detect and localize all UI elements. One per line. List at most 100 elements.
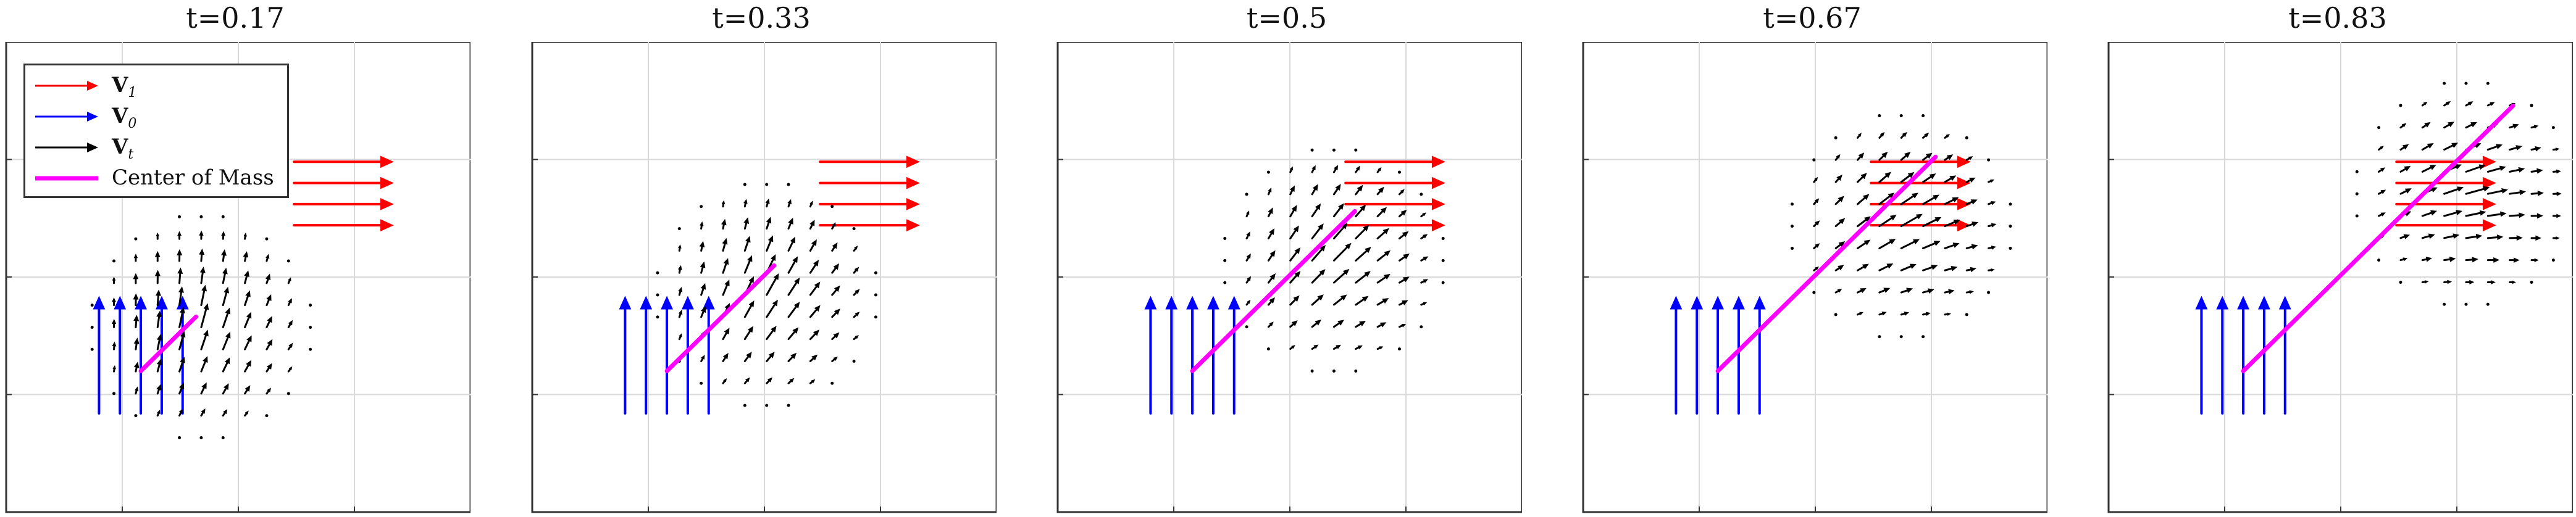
vt-arrow — [1965, 156, 1973, 161]
vt-arrow — [2486, 188, 2508, 195]
vt-arrow — [2421, 165, 2436, 173]
vt-arrow — [852, 359, 856, 363]
vt-arrow — [1397, 347, 1401, 351]
vt-arrow — [1834, 136, 1838, 139]
vt-arrow — [2443, 143, 2459, 151]
vt-arrow — [1988, 223, 1997, 228]
vt-arrow — [1944, 312, 1952, 316]
legend-label-v1: V1 — [112, 73, 137, 101]
vt-arrow — [1965, 267, 1976, 273]
vt-arrow — [787, 403, 790, 407]
vt-arrow — [1922, 312, 1931, 316]
vt-arrow — [1332, 203, 1344, 218]
vt-arrow — [1922, 152, 1933, 161]
vt-arrow — [1944, 175, 1957, 183]
vt-arrow — [1376, 250, 1391, 262]
vt-arrow — [2486, 165, 2506, 173]
vt-arrow — [1899, 335, 1903, 339]
subplot-1: t=0.17 V1 V0 — [0, 0, 470, 517]
vt-arrow — [787, 217, 793, 230]
vt-arrow — [135, 386, 139, 395]
vt-arrow — [244, 335, 252, 350]
vt-arrow — [1944, 134, 1951, 139]
vt-arrow — [2009, 225, 2012, 228]
vt-arrow — [1900, 192, 1918, 205]
vt-arrow — [1355, 345, 1363, 350]
plot-area — [2107, 42, 2573, 513]
vt-arrow — [1245, 231, 1250, 240]
grid-lines — [2109, 42, 2573, 512]
vt-arrow — [743, 199, 748, 208]
vt-arrow — [2378, 212, 2386, 217]
vt-arrow — [1245, 276, 1252, 284]
legend-swatch-v0 — [35, 112, 98, 122]
vt-arrow — [1441, 258, 1445, 262]
vt-arrow — [1857, 152, 1865, 161]
vt-arrow — [2009, 202, 2012, 206]
subplot-4: t=0.67 — [1577, 0, 2047, 517]
vt-arrow — [1355, 247, 1371, 262]
vt-arrow — [766, 326, 777, 341]
vt-arrow — [177, 231, 182, 240]
vt-arrow — [156, 232, 160, 240]
vt-arrow — [200, 408, 206, 417]
vt-arrow — [766, 377, 772, 384]
vt-arrow — [1812, 158, 1816, 162]
vt-arrow — [1965, 177, 1976, 183]
vt-arrow — [2443, 302, 2446, 306]
vt-arrow — [809, 220, 815, 230]
vt-arrow — [1441, 237, 1445, 241]
v1-arrow — [2395, 219, 2496, 232]
vt-arrow — [765, 403, 769, 407]
vt-arrow — [809, 201, 813, 208]
vt-arrow — [1311, 320, 1322, 328]
vt-arrow — [2486, 280, 2496, 284]
series-v0 — [2195, 296, 2291, 415]
grid-lines — [1058, 42, 1522, 512]
vt-arrow — [831, 308, 840, 318]
vt-arrow — [721, 218, 727, 230]
legend-label-v0: V0 — [112, 104, 137, 131]
plot-area — [1056, 42, 1522, 513]
vt-arrow — [1944, 197, 1959, 205]
vt-arrow — [1857, 133, 1862, 139]
series-vt — [1223, 148, 1445, 373]
vt-arrow — [1834, 154, 1841, 161]
vt-arrow — [1987, 291, 1991, 294]
vt-arrow — [133, 362, 140, 373]
vt-arrow — [2399, 104, 2402, 107]
vt-arrow — [853, 267, 859, 274]
vt-arrow — [2530, 125, 2539, 129]
vt-arrow — [1922, 288, 1934, 294]
vt-arrow — [809, 260, 819, 274]
vt-arrow — [266, 387, 271, 395]
series-v0 — [1670, 296, 1766, 415]
subplot-title: t=0.83 — [2288, 1, 2387, 35]
vt-arrow — [177, 267, 183, 284]
center-of-mass-line — [664, 263, 777, 373]
v0-arrow — [1712, 296, 1724, 415]
v0-arrow — [2195, 296, 2208, 415]
vt-arrow — [2530, 213, 2543, 219]
vt-arrow — [1988, 246, 1996, 250]
vt-arrow — [722, 328, 730, 341]
vt-arrow — [222, 331, 231, 350]
vt-arrow — [309, 347, 312, 351]
vt-arrow — [678, 286, 683, 296]
vt-arrow — [2465, 101, 2474, 107]
vt-arrow — [656, 271, 659, 275]
vt-arrow — [787, 236, 796, 252]
vt-arrow — [1834, 241, 1846, 249]
vt-arrow — [112, 259, 116, 263]
vt-arrow — [221, 231, 226, 240]
vt-arrow — [1790, 225, 1794, 228]
vt-arrow — [1922, 217, 1942, 228]
vt-arrow — [2509, 145, 2523, 151]
vt-arrow — [1834, 218, 1846, 228]
v0-arrow — [2278, 296, 2291, 415]
vt-arrow — [874, 293, 877, 297]
legend-entry-v0: V0 — [25, 101, 287, 132]
vt-arrow — [1988, 179, 1995, 183]
vt-arrow — [2399, 165, 2411, 173]
vt-arrow — [1790, 246, 1794, 250]
